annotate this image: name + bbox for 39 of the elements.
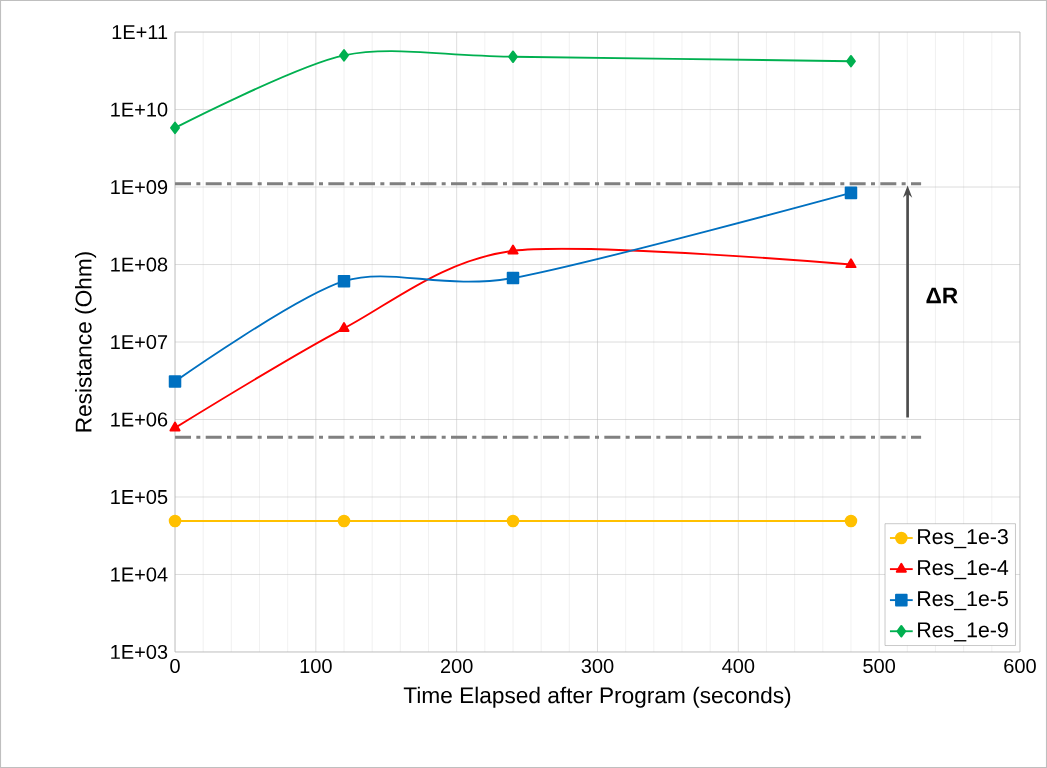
point xyxy=(168,375,182,388)
point xyxy=(337,274,351,288)
annotation: ΔR xyxy=(926,287,958,304)
point xyxy=(337,514,351,528)
y-tick-label: 1E+03 xyxy=(111,644,168,660)
y-tick-label: 1E+10 xyxy=(111,102,168,117)
point xyxy=(338,322,350,332)
point xyxy=(844,514,858,528)
y-tick-label: 1E+05 xyxy=(111,489,168,505)
y-tick-label: 1E+11 xyxy=(112,25,168,39)
point xyxy=(339,49,349,62)
legend-label: Res_1e-9 xyxy=(918,622,1008,642)
y-tick-label: 1E+07 xyxy=(111,334,168,350)
x-axis-title: Time Elapsed after Program (seconds) xyxy=(403,686,791,708)
x-tick-label: 0 xyxy=(170,658,180,674)
point xyxy=(845,258,857,269)
point xyxy=(844,186,858,200)
point xyxy=(506,514,520,528)
x-tick-label: 200 xyxy=(440,658,473,674)
x-tick-label: 500 xyxy=(863,658,896,674)
y-tick-label: 1E+06 xyxy=(111,412,168,427)
y-tick-label: 1E+09 xyxy=(111,179,168,195)
y-tick-label: 1E+08 xyxy=(111,257,168,272)
y-axis-title: Resistance (Ohm) xyxy=(75,252,97,432)
point xyxy=(507,244,519,255)
point xyxy=(169,421,181,432)
x-tick-label: 600 xyxy=(1004,658,1036,674)
legend-label: Res_1e-4 xyxy=(918,560,1009,580)
point xyxy=(170,121,180,135)
x-tick-label: 100 xyxy=(300,658,332,674)
y-tick-label: 1E+04 xyxy=(111,567,168,582)
point xyxy=(508,50,518,64)
point xyxy=(846,54,856,68)
point xyxy=(168,514,182,528)
point xyxy=(506,271,520,285)
x-tick-label: 400 xyxy=(722,658,755,674)
legend-label: Res_1e-3 xyxy=(918,529,1008,549)
x-tick-label: 300 xyxy=(581,658,614,674)
legend-label: Res_1e-5 xyxy=(918,591,1008,611)
